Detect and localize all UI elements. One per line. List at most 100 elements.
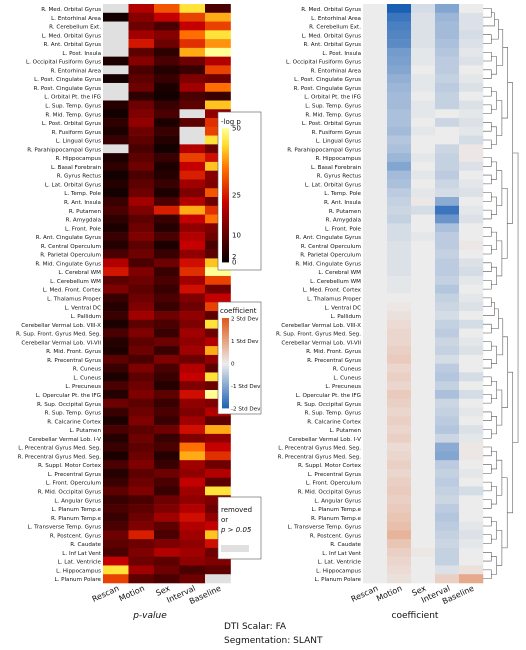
coefficient-cell xyxy=(435,144,460,154)
dendrogram-link xyxy=(483,516,492,527)
pvalue-row-label: R. Planum Temp.e xyxy=(51,516,102,522)
pvalue-cell xyxy=(103,302,129,312)
coefficient-colorbar-segment xyxy=(222,381,229,383)
pvalue-cell xyxy=(128,65,155,75)
dendrogram-link xyxy=(483,209,492,220)
coefficient-cell xyxy=(411,109,436,119)
coefficient-colorbar-segment xyxy=(222,394,229,397)
pvalue-cell xyxy=(128,337,155,347)
pvalue-cell xyxy=(128,118,155,128)
coefficient-cell xyxy=(411,56,436,66)
coefficient-row-label: R. Ant. Cingulate Gyrus xyxy=(296,235,361,241)
coefficient-cell xyxy=(435,214,460,224)
dendrogram-link xyxy=(491,521,497,540)
pvalue-cell xyxy=(179,442,206,452)
coefficient-cell xyxy=(435,354,460,364)
coefficient-cell xyxy=(387,47,412,57)
coefficient-colorbar-segment xyxy=(222,366,229,368)
coefficient-cell xyxy=(387,337,412,347)
coefficient-cell xyxy=(363,144,388,154)
dendrogram-link xyxy=(483,157,492,167)
coefficient-cell xyxy=(435,56,460,66)
dendrogram-link xyxy=(483,323,492,334)
pvalue-cell xyxy=(154,319,180,329)
coefficient-row-label: L. Hippocampus xyxy=(316,568,361,574)
pvalue-cell xyxy=(103,82,129,93)
coefficient-cell xyxy=(459,153,484,163)
dendrogram-link xyxy=(491,486,497,505)
coefficient-cell xyxy=(363,477,388,487)
coefficient-row-label: L. Lingual Gyrus xyxy=(316,139,361,145)
pvalue-cell xyxy=(103,539,129,549)
coefficient-cell xyxy=(387,521,412,531)
pvalue-cell xyxy=(205,468,231,479)
pvalue-row-label: L. Entorhinal Area xyxy=(51,16,101,22)
coefficient-cell xyxy=(363,47,388,57)
coefficient-cell xyxy=(387,539,412,549)
coefficient-cell xyxy=(387,100,412,110)
coefficient-row-label: R. Precentral Gyrus xyxy=(307,358,361,364)
pvalue-cell xyxy=(103,188,129,198)
dendrogram-link xyxy=(491,19,499,40)
pvalue-cell xyxy=(128,354,155,364)
coefficient-row-label: R. Med. Orbital Gyrus xyxy=(301,7,361,13)
pvalue-cell xyxy=(205,39,231,49)
pvalue-row-label: R. Ant. Orbital Gyrus xyxy=(43,42,101,48)
coefficient-row-label: R. Central Operculum xyxy=(301,244,361,250)
coefficient-cell xyxy=(387,293,412,303)
pvalue-cell xyxy=(179,188,206,198)
coefficient-cell xyxy=(459,91,484,101)
coefficient-cell xyxy=(387,56,412,66)
pvalue-colorbar-segment xyxy=(222,208,229,212)
dendrogram-link xyxy=(496,100,503,136)
coefficient-colorbar-segment xyxy=(222,372,229,374)
pvalue-cell xyxy=(179,468,206,479)
pvalue-row-label: L. Med. Orbital Gyrus xyxy=(42,33,101,39)
coefficient-cell xyxy=(411,12,436,22)
coefficient-cell xyxy=(435,495,460,505)
coefficient-row-label: L. Post. Cingulate Gyrus xyxy=(294,77,361,83)
pvalue-cell xyxy=(103,372,129,382)
pvalue-row-label: L. Med. Front. Cortex xyxy=(43,288,102,294)
coefficient-row-label: L. Precuneus xyxy=(325,384,361,390)
pvalue-column-label: Rescan xyxy=(91,584,121,604)
pvalue-cell xyxy=(154,337,180,347)
coefficient-cell xyxy=(435,188,460,198)
coefficient-colorbar-segment xyxy=(222,318,229,320)
pvalue-cell xyxy=(154,521,180,531)
coefficient-colorbar-tick: -2 Std Dev xyxy=(231,407,261,413)
pvalue-cell xyxy=(154,486,180,496)
pvalue-cell xyxy=(103,47,129,57)
coefficient-cell xyxy=(411,319,436,329)
pvalue-cell xyxy=(179,337,206,347)
pvalue-cell xyxy=(103,21,129,31)
coefficient-cell xyxy=(411,153,436,163)
pvalue-cell xyxy=(205,486,231,496)
coefficient-colorbar-segment xyxy=(222,354,229,356)
coefficient-cell xyxy=(459,319,484,329)
coefficient-colorbar-segment xyxy=(222,391,229,394)
pvalue-cell xyxy=(205,460,231,470)
coefficient-cell xyxy=(411,302,436,312)
coefficient-cell xyxy=(387,223,412,233)
coefficient-cell xyxy=(459,240,484,250)
coefficient-cell xyxy=(363,161,388,171)
removed-legend-line2: or xyxy=(221,516,228,524)
coefficient-cell xyxy=(363,170,388,180)
coefficient-colorbar-segment xyxy=(222,364,229,367)
coefficient-colorbar-segment xyxy=(222,349,229,352)
coefficient-colorbar-segment xyxy=(222,387,229,389)
pvalue-cell xyxy=(154,21,180,31)
coefficient-row-label: R. Cerebellum Ext. xyxy=(309,25,361,31)
pvalue-cell xyxy=(179,240,206,250)
pvalue-cell xyxy=(128,512,155,522)
dendrogram-link xyxy=(512,152,519,443)
coefficient-cell xyxy=(459,302,484,312)
pvalue-cell xyxy=(154,284,180,294)
dendrogram-link xyxy=(491,196,497,215)
pvalue-row-label: Cerebellar Vermal Lob. VIII-X xyxy=(21,323,101,329)
coefficient-colorbar-segment xyxy=(222,319,229,322)
coefficient-cell xyxy=(387,460,412,470)
coefficient-cell xyxy=(411,100,436,110)
